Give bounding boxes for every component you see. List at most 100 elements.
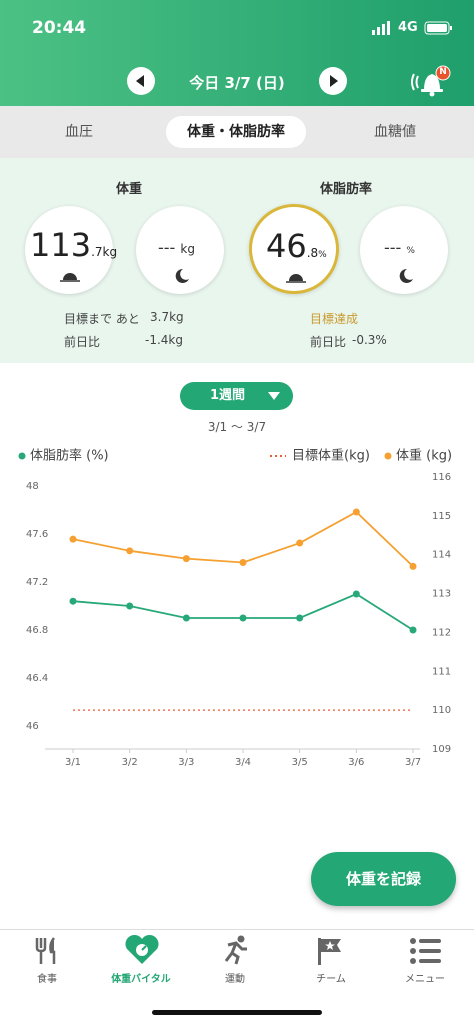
- data-point: [352, 508, 360, 516]
- fat-morning-value: 46.8%: [266, 227, 327, 265]
- x-tick-label: 3/4: [235, 757, 251, 768]
- record-weight-button[interactable]: 体重を記録: [311, 852, 456, 906]
- period-label: 1週間: [210, 388, 246, 403]
- nav-item-active[interactable]: 体重バイタル: [111, 974, 171, 985]
- legend-label: 体重 (kg): [396, 448, 452, 464]
- value: ---: [158, 238, 176, 257]
- y-tick-label: 46: [26, 721, 39, 732]
- data-point: [126, 602, 134, 610]
- nav-item[interactable]: 運動: [225, 974, 245, 985]
- data-point: [126, 547, 134, 555]
- moon-icon: [399, 268, 413, 283]
- data-point: [296, 539, 304, 547]
- y2-tick-label: 110: [432, 705, 451, 716]
- y-tick-label: 46.4: [26, 673, 48, 684]
- value-unit: %: [406, 246, 415, 256]
- data-point: [409, 626, 417, 634]
- weight-label: 体重: [115, 182, 142, 197]
- sunrise-icon: [60, 273, 80, 282]
- x-tick-label: 3/5: [292, 757, 308, 768]
- y-tick-label: 48: [26, 481, 39, 492]
- fat-diff-label: 前日比: [310, 335, 347, 349]
- x-tick-label: 3/2: [122, 757, 138, 768]
- series-line: [72, 510, 414, 568]
- value-dec: .7: [91, 245, 103, 259]
- value-int: 46: [266, 227, 307, 265]
- data-point: [239, 558, 247, 566]
- exercise-icon: [224, 935, 247, 965]
- weight-goal-text: 目標まで あと: [64, 312, 140, 326]
- y-tick-label: 46.8: [26, 625, 48, 636]
- y2-tick-label: 116: [432, 472, 451, 483]
- data-point: [296, 614, 304, 622]
- data-point: [69, 597, 77, 605]
- status-network: 4G: [398, 20, 418, 35]
- weight-morning-value: 113.7kg: [30, 226, 117, 264]
- period-selector[interactable]: 1週間: [180, 382, 293, 410]
- data-point: [182, 555, 190, 563]
- value-unit: kg: [102, 245, 118, 259]
- x-tick-label: 3/6: [348, 757, 364, 768]
- legend-label: 目標体重(kg): [292, 448, 370, 464]
- menu-icon: [410, 938, 441, 964]
- weight-goal-value: 3.7kg: [150, 310, 184, 324]
- value-unit: kg: [180, 242, 195, 256]
- weight-morning-circle[interactable]: 113.7kg: [25, 206, 117, 294]
- header: 20:44 4G 今日 3/7 (日) N: [0, 0, 474, 106]
- y2-tick-label: 111: [432, 666, 451, 677]
- weight-diff-label: 前日比: [64, 335, 101, 349]
- x-tick-label: 3/3: [178, 757, 194, 768]
- team-icon: [318, 938, 341, 965]
- nav-item[interactable]: 食事: [37, 974, 57, 985]
- battery-icon: [424, 21, 452, 35]
- y-tick-label: 47.6: [26, 529, 48, 540]
- summary-panel: 体重 体脂肪率 113.7kg --- kg 46.8% --- % 目標まで …: [0, 158, 474, 363]
- fat-diff-value: -0.3%: [352, 333, 387, 347]
- value-unit: %: [318, 250, 327, 260]
- data-point: [239, 614, 247, 622]
- dropdown-icon: [268, 392, 280, 400]
- sunrise-icon: [286, 274, 306, 283]
- data-point: [352, 590, 360, 598]
- y2-tick-label: 115: [432, 511, 451, 522]
- data-point: [409, 562, 417, 570]
- tab-selected[interactable]: 体重・体脂肪率: [166, 116, 306, 148]
- moon-icon: [175, 268, 189, 283]
- fat-goal-text: 目標達成: [310, 312, 359, 326]
- legend-swatch: [18, 452, 26, 460]
- home-indicator: [152, 1010, 322, 1015]
- value: ---: [384, 238, 402, 257]
- prev-day-button[interactable]: [126, 66, 156, 96]
- legend-label: 体脂肪率 (%): [30, 448, 109, 464]
- fat-evening-value: --- %: [384, 238, 415, 257]
- y2-tick-label: 112: [432, 627, 451, 638]
- fat-evening-circle[interactable]: --- %: [360, 206, 448, 294]
- value-int: 113: [30, 226, 92, 264]
- y2-tick-label: 109: [432, 744, 451, 755]
- notification-badge: N: [439, 67, 447, 77]
- nav-item[interactable]: メニュー: [405, 974, 445, 985]
- nav-item[interactable]: チーム: [316, 974, 346, 985]
- data-point: [182, 614, 190, 622]
- tab-bar: 血圧 体重・体脂肪率 血糖値: [0, 106, 474, 158]
- weight-evening-circle[interactable]: --- kg: [136, 206, 224, 294]
- weight-evening-value: --- kg: [158, 238, 195, 257]
- fat-label: 体脂肪率: [319, 182, 372, 197]
- y-tick-label: 47.2: [26, 577, 48, 588]
- y2-tick-label: 114: [432, 550, 451, 561]
- notification-button[interactable]: [410, 62, 454, 98]
- x-tick-label: 3/1: [65, 757, 81, 768]
- vital-icon: [125, 934, 159, 964]
- x-tick-label: 3/7: [405, 757, 421, 768]
- series-line: [72, 592, 414, 631]
- bottom-nav: 食事 体重バイタル 運動 チーム メニュー: [0, 929, 474, 1025]
- next-day-button[interactable]: [318, 66, 348, 96]
- period-range: 3/1 〜 3/7: [207, 420, 267, 434]
- tab[interactable]: 血糖値: [374, 124, 416, 140]
- status-time: 20:44: [32, 18, 87, 38]
- meal-icon: [35, 937, 56, 964]
- tab[interactable]: 血圧: [65, 124, 93, 140]
- y2-tick-label: 113: [432, 589, 451, 600]
- fat-morning-circle[interactable]: 46.8%: [249, 204, 339, 294]
